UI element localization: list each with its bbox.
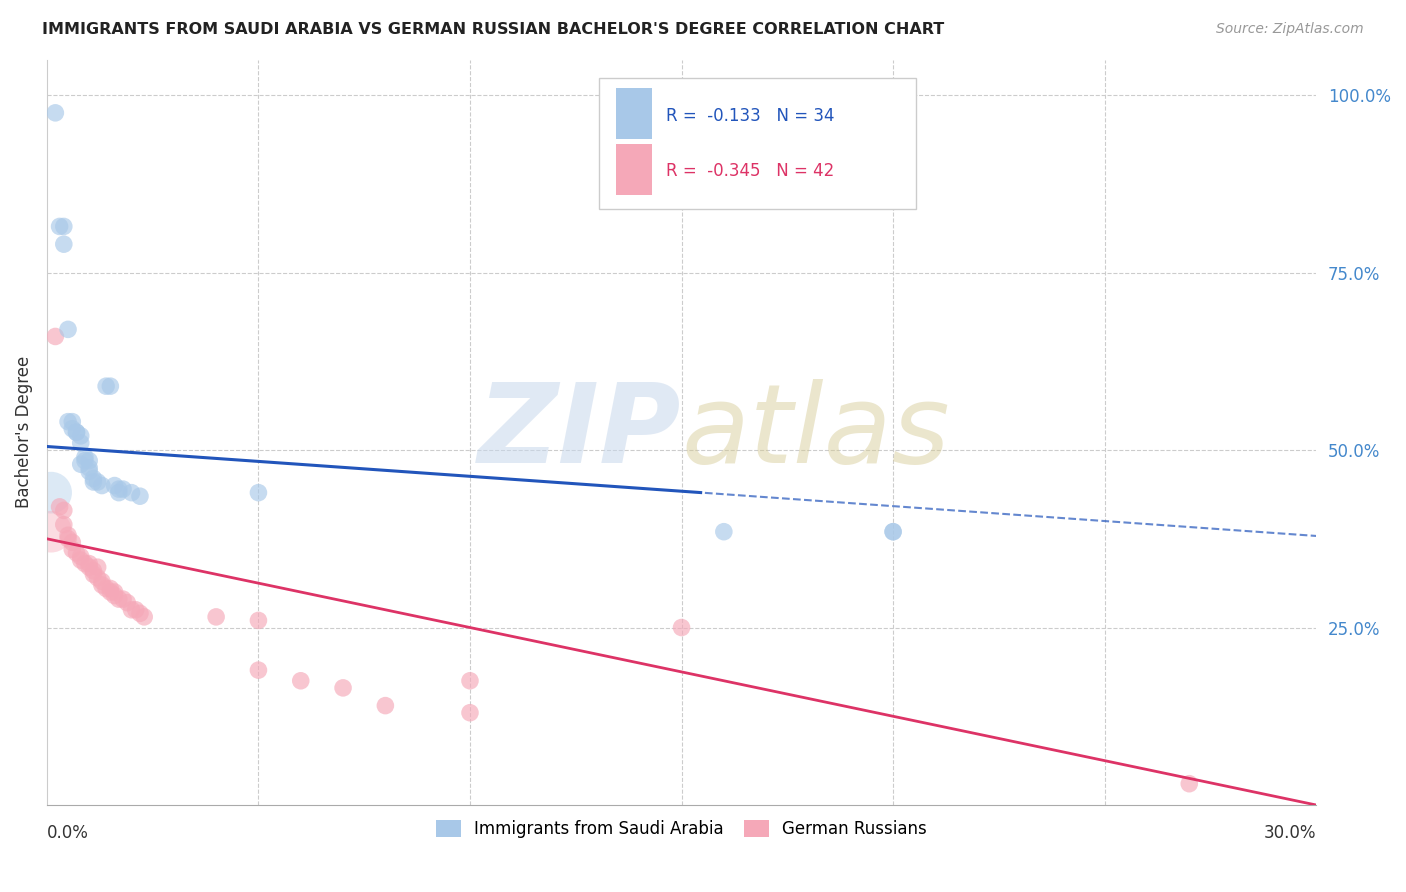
Point bbox=[125, 603, 148, 617]
Point bbox=[117, 596, 139, 610]
Point bbox=[98, 379, 121, 393]
Point bbox=[73, 453, 96, 467]
Point bbox=[48, 500, 70, 514]
Point bbox=[52, 517, 75, 532]
Point bbox=[112, 592, 135, 607]
Point bbox=[129, 489, 152, 503]
Point bbox=[103, 585, 125, 599]
Point bbox=[77, 560, 100, 574]
Point bbox=[82, 564, 104, 578]
Point bbox=[103, 589, 125, 603]
Point bbox=[112, 482, 135, 496]
Point bbox=[69, 549, 91, 564]
Point bbox=[134, 610, 156, 624]
Point bbox=[108, 482, 131, 496]
Point bbox=[56, 322, 79, 336]
Point bbox=[94, 582, 117, 596]
Point bbox=[65, 546, 87, 560]
Point bbox=[458, 673, 481, 688]
FancyBboxPatch shape bbox=[599, 78, 917, 209]
Point bbox=[69, 429, 91, 443]
Point bbox=[60, 535, 83, 549]
Point bbox=[103, 478, 125, 492]
Point bbox=[374, 698, 396, 713]
Point bbox=[129, 607, 152, 621]
Point bbox=[86, 571, 108, 585]
Point bbox=[52, 503, 75, 517]
Point bbox=[121, 485, 143, 500]
Point bbox=[77, 464, 100, 478]
Point bbox=[247, 614, 270, 628]
Point bbox=[69, 553, 91, 567]
Point bbox=[69, 436, 91, 450]
Point bbox=[882, 524, 904, 539]
Point bbox=[44, 329, 66, 343]
Point bbox=[98, 582, 121, 596]
Legend: Immigrants from Saudi Arabia, German Russians: Immigrants from Saudi Arabia, German Rus… bbox=[429, 814, 934, 845]
Text: R =  -0.133   N = 34: R = -0.133 N = 34 bbox=[666, 106, 835, 125]
FancyBboxPatch shape bbox=[616, 144, 652, 195]
Point bbox=[121, 603, 143, 617]
Text: atlas: atlas bbox=[682, 379, 950, 486]
Point bbox=[247, 663, 270, 677]
Text: Source: ZipAtlas.com: Source: ZipAtlas.com bbox=[1216, 22, 1364, 37]
Point bbox=[39, 524, 62, 539]
Point bbox=[90, 574, 112, 589]
Point bbox=[39, 485, 62, 500]
Point bbox=[247, 485, 270, 500]
Point bbox=[65, 425, 87, 440]
Point bbox=[52, 219, 75, 234]
Point bbox=[52, 237, 75, 252]
Point bbox=[60, 422, 83, 436]
Point bbox=[77, 557, 100, 571]
Point bbox=[90, 578, 112, 592]
Point bbox=[82, 471, 104, 485]
Y-axis label: Bachelor's Degree: Bachelor's Degree bbox=[15, 356, 32, 508]
Point bbox=[290, 673, 312, 688]
Text: R =  -0.345   N = 42: R = -0.345 N = 42 bbox=[666, 162, 835, 180]
Point bbox=[332, 681, 354, 695]
FancyBboxPatch shape bbox=[616, 88, 652, 139]
Point bbox=[98, 585, 121, 599]
Point bbox=[65, 425, 87, 440]
Point bbox=[1178, 777, 1201, 791]
Point bbox=[90, 478, 112, 492]
Point bbox=[108, 592, 131, 607]
Point bbox=[86, 560, 108, 574]
Point bbox=[108, 485, 131, 500]
Text: 30.0%: 30.0% bbox=[1264, 823, 1316, 842]
Point bbox=[94, 379, 117, 393]
Point bbox=[48, 219, 70, 234]
Point bbox=[56, 415, 79, 429]
Point bbox=[44, 106, 66, 120]
Point bbox=[73, 450, 96, 465]
Text: ZIP: ZIP bbox=[478, 379, 682, 486]
Point bbox=[82, 475, 104, 489]
Point bbox=[77, 453, 100, 467]
Point bbox=[60, 542, 83, 557]
Point bbox=[82, 567, 104, 582]
Point bbox=[458, 706, 481, 720]
Point bbox=[56, 532, 79, 546]
Point bbox=[60, 415, 83, 429]
Point bbox=[882, 524, 904, 539]
Point bbox=[205, 610, 228, 624]
Point bbox=[671, 621, 693, 635]
Point bbox=[73, 557, 96, 571]
Text: 0.0%: 0.0% bbox=[46, 823, 89, 842]
Point bbox=[77, 460, 100, 475]
Point bbox=[69, 457, 91, 471]
Point bbox=[86, 475, 108, 489]
Text: IMMIGRANTS FROM SAUDI ARABIA VS GERMAN RUSSIAN BACHELOR'S DEGREE CORRELATION CHA: IMMIGRANTS FROM SAUDI ARABIA VS GERMAN R… bbox=[42, 22, 945, 37]
Point bbox=[713, 524, 735, 539]
Point bbox=[56, 528, 79, 542]
